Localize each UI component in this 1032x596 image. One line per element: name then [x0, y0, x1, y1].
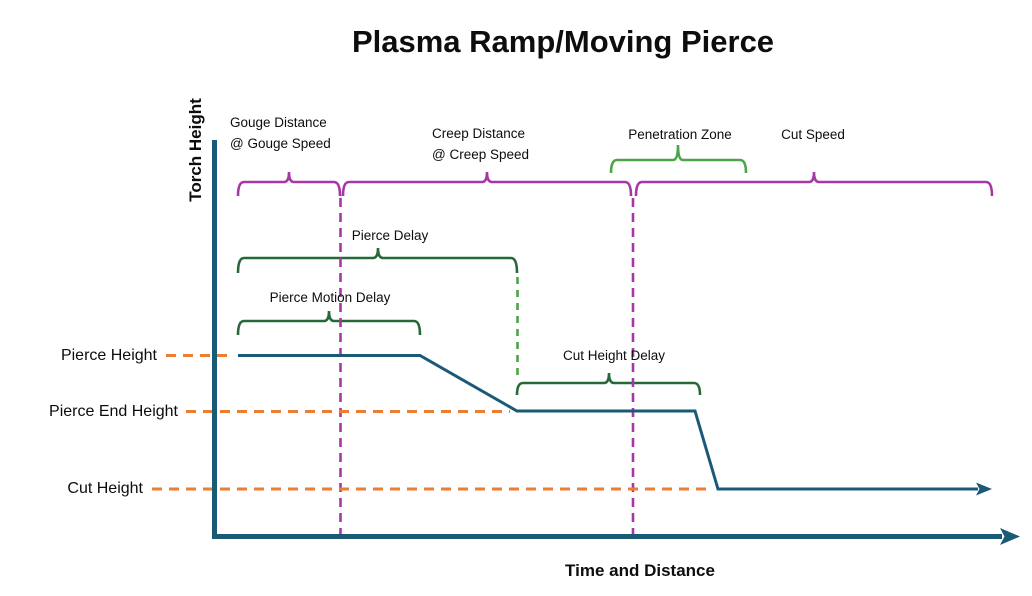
- pierce-delay-brace: [236, 247, 519, 274]
- cut-speed-label: Cut Speed: [781, 127, 845, 142]
- pierce-end-height-label: Pierce End Height: [49, 403, 178, 420]
- profile-arrowhead: [976, 482, 992, 496]
- cut-height-label: Cut Height: [67, 480, 143, 497]
- cut-height-delay-label: Cut Height Delay: [562, 348, 666, 363]
- gouge-distance-brace: [236, 171, 342, 197]
- x-axis-title: Time and Distance: [565, 561, 715, 580]
- x-axis-arrowhead: [1000, 528, 1020, 545]
- gouge-zone-label: Gouge Distance @ Gouge Speed: [230, 115, 331, 151]
- torch-height-profile-line: [238, 354, 978, 491]
- cut-height-delay-brace: [515, 372, 702, 396]
- y-axis-title: Torch Height: [186, 98, 205, 202]
- creep-distance-brace: [341, 171, 633, 197]
- creep-zone-label: Creep Distance @ Creep Speed: [432, 126, 530, 162]
- pierce-delay-label: Pierce Delay: [351, 228, 429, 243]
- cut-speed-brace: [634, 171, 994, 197]
- penetration-zone-label: Penetration Zone: [628, 127, 732, 142]
- penetration-zone-brace: [609, 144, 748, 174]
- page-title: Plasma Ramp/Moving Pierce: [351, 24, 775, 59]
- pierce-motion-delay-brace: [236, 310, 422, 336]
- pierce-motion-delay-label: Pierce Motion Delay: [269, 290, 391, 305]
- pierce-height-label: Pierce Height: [60, 347, 157, 364]
